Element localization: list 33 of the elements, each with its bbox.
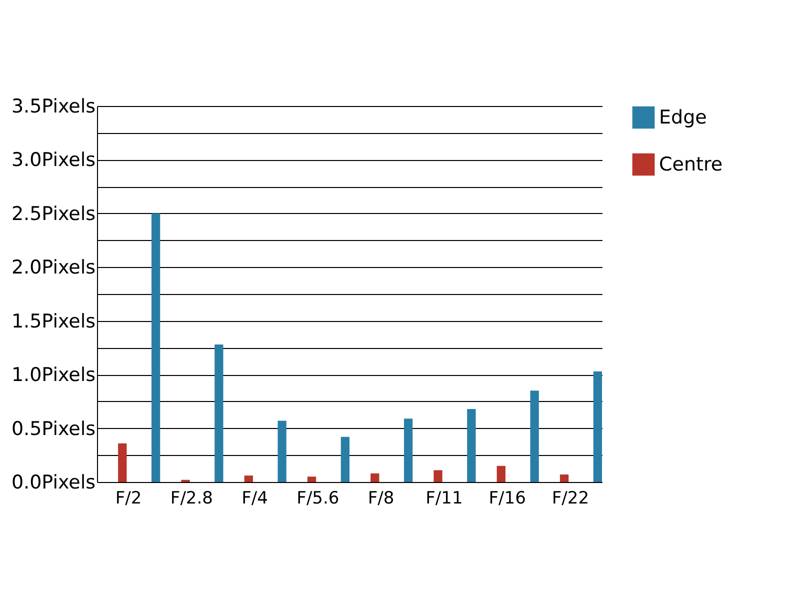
bar [307, 476, 316, 482]
y-tick-label: 0.5Pixels [11, 418, 96, 440]
x-tick-label: F/2.8 [170, 488, 213, 508]
x-tick-label: F/16 [488, 488, 526, 508]
bar [244, 476, 253, 482]
bar [370, 473, 380, 482]
x-tick-label: F/22 [552, 488, 590, 508]
x-tick-label: F/8 [368, 488, 394, 508]
legend-label: Edge [659, 106, 707, 128]
bar [118, 443, 127, 482]
x-tick-label: F/2 [115, 488, 142, 508]
bar [214, 344, 224, 482]
bar [530, 390, 539, 482]
bar [560, 474, 569, 482]
bar [340, 436, 350, 482]
y-tick-label: 3.0Pixels [11, 149, 96, 172]
bar [496, 466, 506, 482]
bar [593, 371, 602, 482]
y-tick-label: 3.5Pixels [11, 96, 96, 118]
x-tick-label: F/11 [426, 488, 463, 508]
y-tick-label: 2.5Pixels [11, 202, 96, 225]
y-tick-label: 0.0Pixels [11, 472, 96, 494]
legend-label: Centre [659, 154, 723, 176]
x-tick-label: F/5.6 [296, 488, 340, 508]
bar [404, 418, 413, 482]
bar [434, 470, 442, 482]
bar [278, 420, 286, 482]
y-tick-label: 1.5Pixels [11, 310, 96, 332]
bar [151, 213, 160, 482]
y-tick-label: 1.0Pixels [11, 364, 96, 386]
y-tick-label: 2.0Pixels [11, 256, 96, 279]
bar [467, 408, 476, 482]
x-tick-label: F/4 [242, 488, 268, 508]
